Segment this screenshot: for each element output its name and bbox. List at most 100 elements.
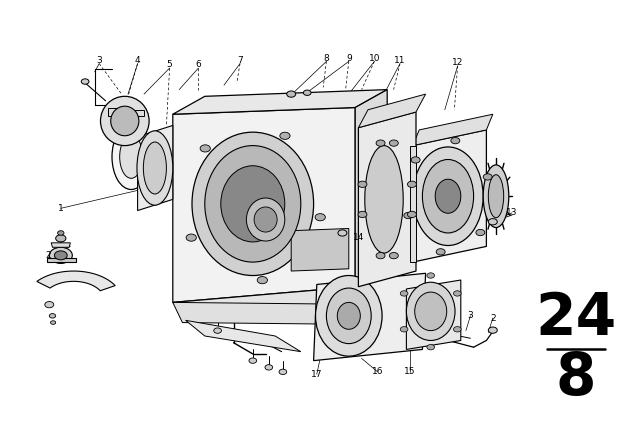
Ellipse shape (205, 146, 301, 262)
Polygon shape (125, 110, 144, 116)
Circle shape (389, 253, 398, 259)
Polygon shape (314, 273, 426, 361)
Circle shape (315, 214, 325, 221)
Polygon shape (413, 130, 486, 262)
Ellipse shape (488, 175, 504, 218)
Ellipse shape (100, 96, 149, 146)
Text: 3: 3 (97, 56, 102, 65)
Circle shape (408, 211, 417, 218)
Circle shape (249, 358, 257, 363)
Text: 4: 4 (135, 56, 140, 65)
Ellipse shape (365, 146, 403, 253)
Circle shape (279, 369, 287, 375)
Circle shape (376, 253, 385, 259)
Ellipse shape (120, 135, 143, 178)
Ellipse shape (422, 159, 474, 233)
Ellipse shape (413, 147, 483, 246)
Polygon shape (173, 108, 355, 302)
Polygon shape (358, 112, 416, 287)
Ellipse shape (316, 276, 382, 356)
Circle shape (358, 181, 367, 187)
Text: 15: 15 (404, 367, 415, 376)
Circle shape (51, 321, 56, 324)
Circle shape (287, 91, 296, 97)
Text: 16: 16 (372, 367, 383, 376)
Polygon shape (186, 320, 301, 352)
Circle shape (45, 302, 54, 308)
Polygon shape (291, 228, 349, 271)
Circle shape (257, 276, 268, 284)
Circle shape (476, 229, 485, 236)
Ellipse shape (112, 124, 150, 190)
Polygon shape (410, 146, 416, 262)
Polygon shape (37, 271, 115, 291)
Ellipse shape (111, 106, 139, 136)
Circle shape (81, 79, 89, 84)
Ellipse shape (192, 132, 314, 276)
Ellipse shape (254, 207, 277, 232)
Ellipse shape (337, 302, 360, 329)
Polygon shape (51, 243, 70, 247)
Ellipse shape (326, 288, 371, 344)
Text: 14: 14 (353, 233, 364, 242)
Text: 5: 5 (167, 60, 172, 69)
Polygon shape (355, 90, 387, 305)
Text: 12: 12 (452, 58, 463, 67)
Text: 1: 1 (58, 204, 63, 213)
Text: 7: 7 (237, 56, 243, 65)
Ellipse shape (406, 282, 455, 340)
Circle shape (436, 249, 445, 255)
Polygon shape (413, 114, 493, 146)
Polygon shape (47, 258, 76, 262)
Polygon shape (138, 125, 173, 211)
Circle shape (58, 231, 64, 235)
Text: 24: 24 (536, 289, 616, 347)
Ellipse shape (143, 142, 166, 194)
Circle shape (265, 365, 273, 370)
Circle shape (214, 328, 221, 333)
Ellipse shape (483, 165, 509, 228)
Polygon shape (108, 108, 125, 116)
Circle shape (358, 211, 367, 218)
Circle shape (483, 174, 492, 180)
Circle shape (451, 138, 460, 144)
Text: 2: 2 (490, 314, 495, 323)
Ellipse shape (246, 198, 285, 241)
Circle shape (488, 219, 497, 225)
Ellipse shape (221, 166, 285, 242)
Circle shape (427, 273, 435, 278)
Polygon shape (173, 287, 387, 320)
Circle shape (338, 230, 347, 236)
Circle shape (400, 327, 408, 332)
Circle shape (56, 235, 66, 242)
Text: 3: 3 (468, 311, 473, 320)
Polygon shape (358, 94, 426, 128)
Circle shape (280, 132, 290, 139)
Circle shape (200, 145, 211, 152)
Text: 6: 6 (196, 60, 201, 69)
Circle shape (454, 327, 461, 332)
Text: 2: 2 (45, 251, 51, 260)
Polygon shape (406, 280, 461, 349)
Text: 13: 13 (506, 208, 518, 217)
Text: 8: 8 (556, 350, 596, 407)
Ellipse shape (49, 247, 72, 263)
Ellipse shape (137, 131, 173, 205)
Circle shape (303, 90, 311, 95)
Circle shape (376, 140, 385, 146)
Text: 10: 10 (369, 54, 380, 63)
Ellipse shape (435, 179, 461, 213)
Polygon shape (173, 302, 397, 325)
Text: 9: 9 (346, 54, 351, 63)
Polygon shape (173, 90, 387, 114)
Circle shape (404, 212, 413, 219)
Circle shape (408, 181, 417, 187)
Circle shape (186, 234, 196, 241)
Ellipse shape (415, 292, 447, 331)
Circle shape (427, 345, 435, 350)
Ellipse shape (54, 251, 67, 260)
Text: 8: 8 (324, 54, 329, 63)
Text: 17: 17 (311, 370, 323, 379)
Circle shape (49, 314, 56, 318)
Circle shape (411, 157, 420, 163)
